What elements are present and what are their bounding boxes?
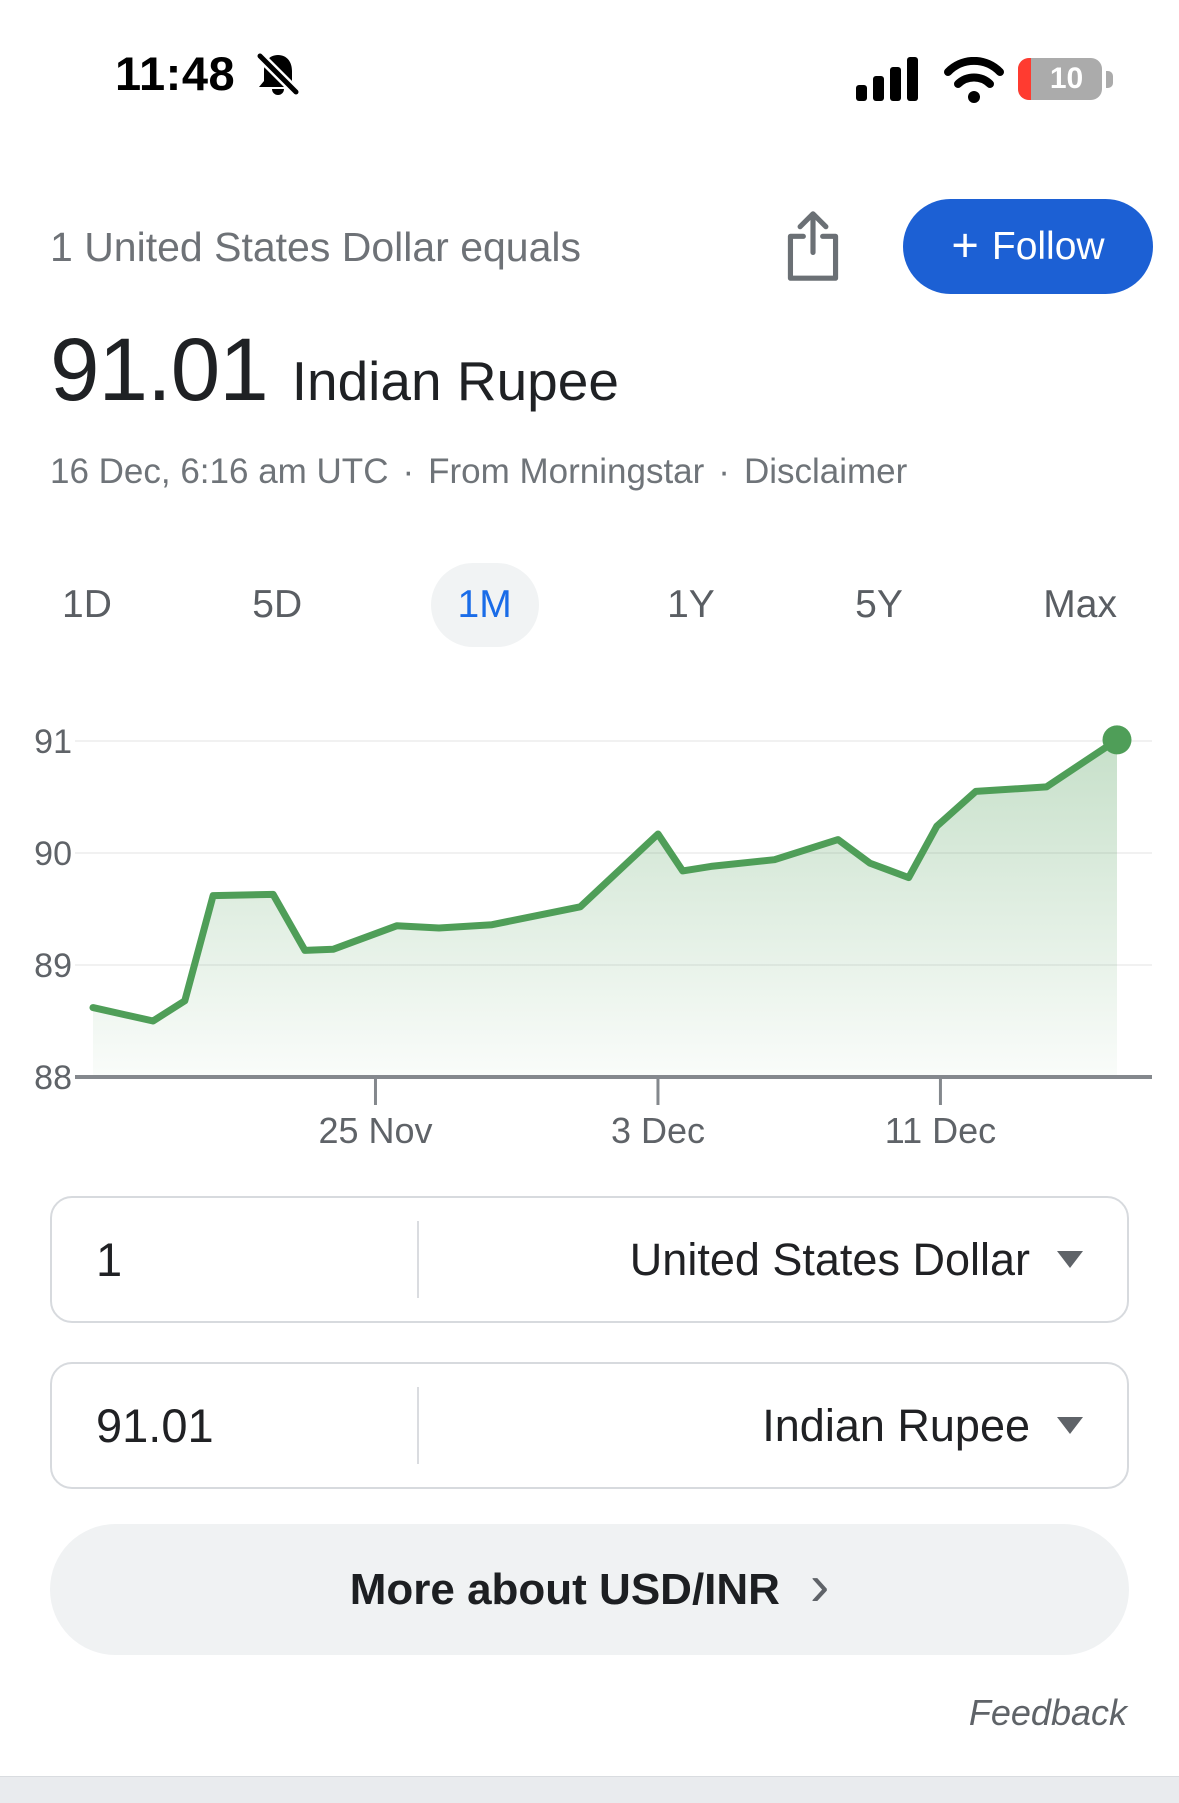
disclaimer-link[interactable]: Disclaimer: [743, 452, 908, 491]
currency-select-usd-label: United States Dollar: [629, 1233, 1030, 1285]
chevron-right-icon: ›: [809, 1552, 830, 1618]
bottom-edge-strip: [0, 1776, 1179, 1803]
tab-5y[interactable]: 5Y: [855, 583, 903, 626]
share-icon[interactable]: [784, 210, 842, 282]
tab-1m-selected[interactable]: 1M: [430, 563, 539, 647]
battery-low-fill: [1018, 58, 1031, 100]
svg-text:89: 89: [34, 947, 72, 985]
feedback-link[interactable]: Feedback: [968, 1692, 1127, 1733]
field-divider: [417, 1387, 419, 1464]
cellular-signal-icon: [856, 57, 918, 101]
amount-input-usd[interactable]: 1: [96, 1233, 123, 1286]
rate-meta-line: 16 Dec, 6:16 am UTC · From Morningstar ·…: [50, 452, 907, 492]
separator-dot: ·: [718, 452, 730, 491]
data-source: From Morningstar: [428, 452, 705, 491]
rate-timestamp: 16 Dec, 6:16 am UTC: [50, 452, 389, 491]
field-divider: [417, 1221, 419, 1298]
svg-text:90: 90: [34, 835, 72, 873]
rate-value: 91.01: [50, 319, 269, 419]
time-range-tabs: 1D 5D 1M 1Y 5Y Max: [50, 557, 1129, 653]
follow-button[interactable]: + Follow: [903, 199, 1153, 294]
tab-max[interactable]: Max: [1043, 583, 1117, 626]
battery-icon: 10: [1018, 58, 1102, 100]
wifi-icon: [944, 57, 1004, 103]
currency-select-inr-label: Indian Rupee: [762, 1399, 1030, 1451]
converter-row-to: 91.01 Indian Rupee: [50, 1362, 1129, 1489]
battery-nub: [1106, 71, 1113, 88]
svg-text:3 Dec: 3 Dec: [611, 1110, 705, 1151]
plus-icon: +: [951, 218, 979, 271]
separator-dot: ·: [402, 452, 415, 491]
dropdown-caret-icon: [1057, 1251, 1083, 1268]
currency-select-inr[interactable]: Indian Rupee: [762, 1364, 1083, 1487]
more-about-button[interactable]: More about USD/INR ›: [50, 1524, 1129, 1655]
svg-text:91: 91: [34, 723, 72, 761]
converter-row-from: 1 United States Dollar: [50, 1196, 1129, 1323]
tab-1d[interactable]: 1D: [62, 583, 112, 626]
battery-percent: 10: [1049, 62, 1084, 95]
rate-currency-name: Indian Rupee: [291, 350, 619, 412]
exchange-rate: 91.01 Indian Rupee: [50, 318, 619, 421]
svg-text:11 Dec: 11 Dec: [885, 1110, 996, 1151]
more-about-label: More about USD/INR: [349, 1564, 780, 1614]
page-title: 1 United States Dollar equals: [50, 224, 582, 270]
svg-text:88: 88: [34, 1059, 72, 1097]
currency-select-usd[interactable]: United States Dollar: [630, 1198, 1083, 1321]
dropdown-caret-icon: [1057, 1417, 1083, 1434]
notifications-off-icon: [256, 52, 300, 96]
svg-text:25 Nov: 25 Nov: [318, 1110, 432, 1151]
tab-5d[interactable]: 5D: [252, 583, 303, 626]
status-bar-time: 11:48: [115, 47, 236, 100]
amount-input-inr[interactable]: 91.01: [96, 1399, 214, 1452]
tab-1y[interactable]: 1Y: [667, 583, 715, 626]
follow-button-label: Follow: [991, 224, 1105, 268]
